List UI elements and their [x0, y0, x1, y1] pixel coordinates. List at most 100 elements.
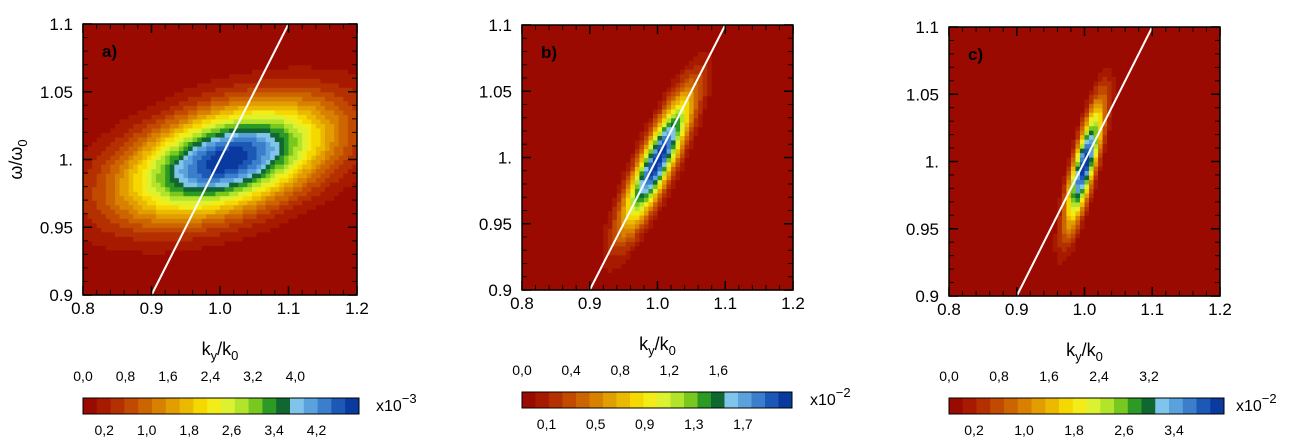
- heatmap-cell: [306, 78, 312, 84]
- heatmap-cell: [288, 290, 294, 296]
- heatmap-cell: [206, 195, 212, 201]
- heatmap-cell: [87, 28, 93, 34]
- heatmap-cell: [338, 240, 344, 246]
- heatmap-cell: [247, 285, 253, 292]
- heatmap-cell: [210, 123, 217, 129]
- heatmap-cell: [607, 139, 613, 145]
- heatmap-cell: [325, 272, 331, 278]
- heatmap-cell: [576, 184, 582, 190]
- heatmap-cell: [612, 232, 618, 238]
- heatmap-cell: [165, 42, 171, 48]
- heatmap-cell: [215, 182, 221, 188]
- heatmap-cell: [311, 218, 317, 224]
- heatmap-cell: [567, 82, 573, 88]
- heatmap-cell: [220, 87, 226, 93]
- heatmap-cell: [526, 64, 532, 70]
- heatmap-cell: [183, 141, 189, 147]
- heatmap-cell: [347, 236, 354, 242]
- heatmap-cell: [535, 42, 541, 48]
- heatmap-cell: [183, 204, 189, 210]
- heatmap-cell: [580, 126, 586, 132]
- heatmap-cell: [531, 188, 537, 194]
- heatmap-cell: [242, 204, 248, 210]
- heatmap-cell: [151, 105, 157, 111]
- heatmap-cell: [522, 113, 528, 119]
- heatmap-cell: [297, 141, 303, 147]
- heatmap-cell: [133, 60, 139, 66]
- heatmap-cell: [124, 154, 130, 161]
- heatmap-cell: [283, 28, 290, 34]
- heatmap-cell: [256, 132, 262, 138]
- heatmap-cell: [343, 281, 349, 287]
- heatmap-cell: [334, 245, 340, 251]
- heatmap-cell: [589, 250, 595, 256]
- heatmap-cell: [87, 186, 93, 192]
- heatmap-cell: [603, 104, 609, 110]
- heatmap-cell: [320, 145, 326, 152]
- heatmap-cell: [306, 227, 312, 233]
- heatmap-cell: [297, 159, 303, 165]
- heatmap-cell: [114, 231, 121, 237]
- heatmap-cell: [261, 258, 267, 264]
- heatmap-cell: [283, 55, 290, 61]
- heatmap-cell: [306, 177, 312, 183]
- colorbar-swatch: [152, 398, 167, 414]
- heatmap-cell: [197, 209, 203, 215]
- heatmap-cell: [553, 272, 559, 278]
- heatmap-cell: [288, 141, 294, 147]
- heatmap-cell: [607, 153, 613, 159]
- heatmap-cell: [151, 195, 157, 201]
- heatmap-cell: [562, 29, 568, 35]
- heatmap-cell: [96, 209, 102, 215]
- heatmap-cell: [329, 87, 335, 93]
- heatmap-cell: [156, 191, 162, 197]
- heatmap-cell: [101, 127, 107, 133]
- heatmap-cell: [224, 37, 230, 43]
- heatmap-cell: [343, 222, 349, 228]
- heatmap-cell: [526, 139, 532, 145]
- heatmap-cell: [526, 241, 532, 247]
- heatmap-cell: [146, 245, 153, 251]
- heatmap-cell: [270, 240, 276, 246]
- heatmap-cell: [598, 259, 604, 265]
- heatmap-cell: [594, 263, 600, 269]
- heatmap-cell: [274, 177, 280, 183]
- heatmap-cell: [553, 113, 559, 119]
- heatmap-cell: [238, 218, 244, 224]
- heatmap-cell: [549, 148, 555, 154]
- heatmap-cell: [265, 231, 271, 237]
- heatmap-cell: [535, 157, 541, 163]
- heatmap-cell: [288, 118, 294, 124]
- heatmap-cell: [119, 64, 125, 70]
- heatmap-cell: [128, 173, 134, 179]
- heatmap-cell: [220, 204, 226, 210]
- heatmap-cell: [256, 290, 262, 296]
- heatmap-cell: [220, 64, 226, 70]
- heatmap-cell: [201, 173, 207, 179]
- heatmap-cell: [251, 24, 258, 30]
- heatmap-cell: [274, 150, 280, 156]
- heatmap-cell: [142, 168, 148, 174]
- heatmap-cell: [256, 60, 262, 66]
- heatmap-cell: [270, 69, 276, 75]
- heatmap-cell: [229, 145, 235, 152]
- heatmap-cell: [87, 236, 93, 242]
- heatmap-cell: [576, 117, 582, 123]
- heatmap-cell: [283, 173, 290, 179]
- heatmap-cell: [352, 245, 358, 251]
- heatmap-cell: [174, 91, 180, 97]
- heatmap-cell: [352, 37, 358, 43]
- heatmap-cell: [174, 78, 180, 84]
- heatmap-cell: [160, 64, 166, 70]
- heatmap-cell: [329, 28, 335, 34]
- heatmap-cell: [571, 179, 577, 185]
- heatmap-cell: [526, 55, 532, 61]
- heatmap-cell: [288, 240, 294, 246]
- heatmap-cell: [178, 159, 185, 165]
- heatmap-cell: [531, 210, 537, 216]
- heatmap-cell: [183, 109, 189, 115]
- heatmap-cell: [540, 285, 546, 291]
- heatmap-cell: [137, 281, 143, 287]
- heatmap-cell: [315, 272, 322, 278]
- heatmap-cell: [233, 281, 239, 287]
